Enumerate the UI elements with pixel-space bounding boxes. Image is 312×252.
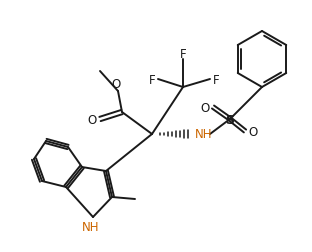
Text: O: O — [248, 125, 258, 138]
Text: S: S — [226, 113, 235, 126]
Text: F: F — [149, 73, 155, 86]
Text: O: O — [111, 77, 121, 90]
Text: O: O — [87, 113, 97, 126]
Text: F: F — [180, 47, 186, 60]
Text: O: O — [200, 101, 210, 114]
Text: NH: NH — [82, 220, 100, 234]
Text: F: F — [213, 73, 219, 86]
Text: NH: NH — [195, 128, 213, 141]
